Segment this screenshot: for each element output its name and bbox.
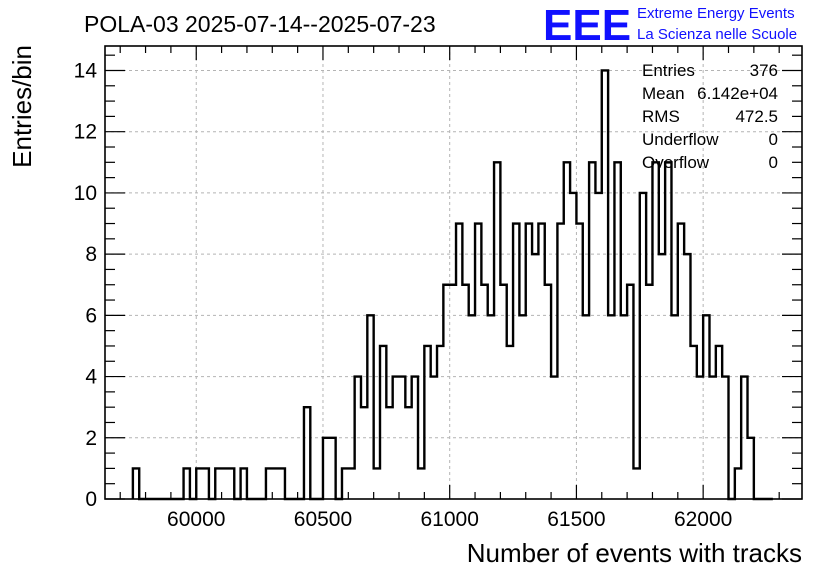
stats-entries-value: 376 (750, 61, 778, 80)
histogram-bin (418, 468, 424, 499)
stats-box: Entries 376 Mean 6.142e+04 RMS 472.5 Und… (642, 61, 778, 172)
stats-rms-value: 472.5 (735, 107, 778, 126)
histogram-bin (222, 468, 228, 499)
histogram-bin (633, 468, 639, 499)
x-axis-ticks: 60000 60500 61000 61500 62000 (119, 46, 780, 531)
x-tick-label: 61500 (547, 508, 605, 531)
stats-mean-label: Mean (642, 84, 685, 103)
y-tick-label: 12 (74, 121, 97, 144)
stats-entries-label: Entries (642, 61, 695, 80)
y-tick-label: 10 (74, 182, 97, 205)
plot-frame (104, 45, 803, 500)
histogram-bin (621, 315, 627, 499)
y-tick-label: 14 (74, 59, 98, 82)
x-tick-label: 61000 (420, 508, 478, 531)
histogram-bin (462, 285, 468, 499)
histogram-bin (646, 285, 652, 499)
y-tick-label: 4 (85, 366, 97, 389)
chart-title: POLA-03 2025-07-14--2025-07-23 (84, 11, 436, 37)
eee-logo-line1: Extreme Energy Events (637, 5, 795, 22)
stats-underflow-label: Underflow (642, 130, 719, 149)
histogram-bin (583, 315, 589, 499)
stats-underflow-value: 0 (769, 130, 778, 149)
y-axis-ticks: 0 2 4 6 8 10 12 14 (74, 54, 802, 511)
y-tick-label: 6 (85, 304, 97, 327)
eee-logo-line2: La Scienza nelle Scuole (637, 26, 797, 43)
stats-overflow-label: Overflow (642, 153, 710, 172)
stats-mean-value: 6.142e+04 (697, 84, 778, 103)
histogram-bin (570, 193, 576, 499)
histogram-bin (481, 285, 487, 499)
y-tick-label: 8 (85, 243, 97, 266)
x-tick-label: 60000 (167, 508, 225, 531)
x-axis-label: Number of events with tracks (467, 538, 802, 568)
histogram-bin (405, 407, 411, 499)
y-tick-label: 2 (85, 427, 97, 450)
grid-lines (105, 46, 802, 499)
histogram-bin (671, 315, 677, 499)
histogram-bin (507, 346, 513, 499)
stats-rms-label: RMS (642, 107, 680, 126)
histogram-bin (450, 285, 456, 499)
histogram-bin (469, 315, 475, 499)
histogram-bin (348, 468, 354, 499)
histogram-bin (374, 468, 380, 499)
eee-logo-mark: EEE (543, 1, 631, 50)
eee-logo: EEE Extreme Energy Events La Scienza nel… (543, 1, 797, 50)
histogram-bin (488, 315, 494, 499)
histogram-bin (272, 468, 278, 499)
histogram-bin (386, 407, 392, 499)
x-tick-label: 60500 (294, 508, 352, 531)
x-tick-label: 62000 (674, 508, 732, 531)
plot-border (104, 45, 803, 500)
histogram-bin (519, 315, 525, 499)
y-tick-label: 0 (85, 488, 97, 511)
histogram-bin (361, 407, 367, 499)
stats-overflow-value: 0 (769, 153, 778, 172)
histogram-bin (595, 193, 601, 499)
histogram-bin (608, 315, 614, 499)
y-axis-label: Entries/bin (7, 45, 37, 168)
